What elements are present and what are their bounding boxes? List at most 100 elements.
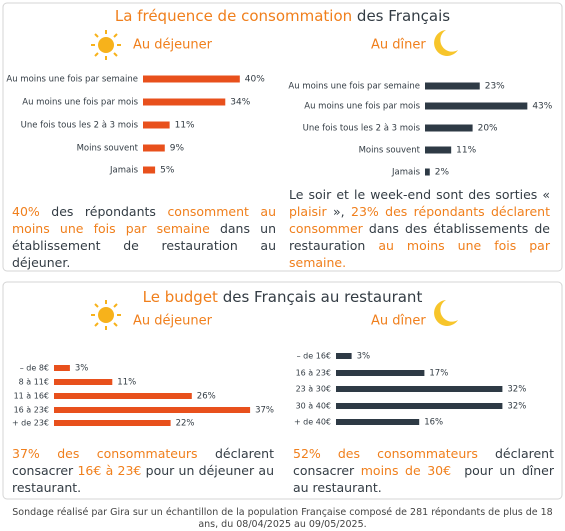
bar [425, 168, 430, 176]
category-label: Au moins une fois par mois [304, 102, 420, 112]
category-label: Une fois tous les 2 à 3 mois [303, 124, 421, 134]
bar [336, 386, 503, 392]
category-label: – de 16€ [297, 352, 331, 361]
text-run: Le soir et le week-end sont des sorties … [289, 187, 554, 202]
text-run: 52% des consommateurs [293, 446, 478, 461]
value-label: 2% [435, 168, 450, 178]
category-label: + de 40€ [294, 418, 331, 427]
text-run: au moins une fois par semaine. [289, 238, 554, 270]
chart-title: Au déjeuner [133, 38, 213, 53]
chart-title: Au déjeuner [133, 314, 213, 329]
value-label: 34% [230, 98, 250, 108]
category-label: Jamais [109, 166, 139, 176]
bar [336, 370, 425, 376]
text-run: déclarent consacrer [12, 446, 278, 478]
text-run: Le budget [142, 288, 218, 306]
value-label: 5% [160, 166, 175, 176]
bar [425, 102, 528, 110]
category-label: 30 à 40€ [296, 402, 331, 411]
value-label: 32% [507, 385, 526, 395]
value-label: 9% [170, 144, 185, 154]
text-run: des répondants [39, 204, 168, 219]
paragraph: Le soir et le week-end sont des sorties … [289, 186, 550, 271]
category-label: 16 à 23€ [296, 369, 331, 378]
category-label: Au moins une fois par semaine [288, 82, 420, 92]
category-label: 16 à 23€ [14, 406, 49, 415]
bar [425, 124, 473, 132]
text-run: 37% des consommateurs [12, 446, 198, 461]
bar [54, 420, 171, 426]
bar [143, 98, 226, 106]
value-label: 11% [175, 121, 195, 131]
section-title: La fréquence de consommation des Françai… [0, 7, 565, 25]
category-label: Jamais [391, 168, 421, 178]
paragraph: 37% des consommateurs déclarent consacre… [12, 445, 274, 496]
bar [143, 144, 165, 152]
bar [425, 146, 452, 154]
bar [54, 407, 251, 413]
text-run: pour un dîner au restaurant. [293, 463, 558, 495]
value-label: 26% [197, 392, 216, 402]
value-label: 40% [245, 75, 265, 85]
text-run: 23% des répondants déclarent consommer [289, 204, 554, 236]
bar [54, 379, 113, 385]
text-run: dans des établissements de restauration [289, 221, 554, 253]
bar [336, 419, 420, 425]
bar [143, 121, 170, 129]
panel [2, 2, 563, 272]
value-label: 37% [255, 406, 274, 416]
moon-icon [434, 300, 458, 326]
category-label: 8 à 11€ [19, 378, 49, 387]
value-label: 3% [75, 364, 89, 374]
text-run: plaisir [289, 204, 327, 219]
value-label: 11% [456, 146, 476, 156]
sun-icon [91, 30, 121, 60]
text-run: moins de 30€ [360, 463, 452, 478]
value-label: 23% [485, 82, 505, 92]
category-label: + de 23€ [12, 419, 49, 428]
sun-icon [91, 300, 121, 330]
bar [143, 166, 156, 174]
value-label: 3% [357, 352, 371, 362]
text-run: 16€ à 23€ [77, 463, 142, 478]
bar [425, 82, 480, 90]
moon-icon [434, 30, 458, 56]
category-label: Une fois tous les 2 à 3 mois [21, 121, 139, 131]
section-title: Le budget des Français au restaurant [0, 288, 565, 306]
text-run: déclarent consacrer [293, 446, 558, 478]
category-label: 11 à 16€ [14, 392, 49, 401]
value-label: 32% [507, 402, 526, 412]
value-label: 16% [424, 418, 443, 428]
value-label: 20% [478, 124, 498, 134]
bar [336, 353, 352, 359]
value-label: 22% [176, 419, 195, 429]
footnote: Sondage réalisé par Gira sur un échantil… [12, 507, 553, 530]
paragraph: 40% des répondants consomment au moins u… [12, 203, 276, 271]
text-run: pour un déjeuner au restaurant. [12, 463, 278, 495]
category-label: 23 à 30€ [296, 385, 331, 394]
text-run: des Français [352, 7, 451, 25]
panel [2, 281, 563, 500]
value-label: 43% [532, 102, 552, 112]
text-run: dans un établissement de restauration au… [12, 221, 280, 270]
chart-title: Au dîner [371, 314, 426, 329]
category-label: Moins souvent [77, 144, 139, 154]
text-run: consomment au moins une fois par semaine [12, 204, 280, 236]
bar [54, 393, 192, 399]
chart-title: Au dîner [371, 38, 426, 53]
bar [54, 365, 70, 371]
text-run: », [326, 204, 352, 219]
text-run: des Français au restaurant [217, 288, 423, 306]
category-label: Moins souvent [359, 146, 421, 156]
category-label: – de 8€ [20, 364, 49, 373]
category-label: Au moins une fois par semaine [6, 75, 138, 85]
value-label: 11% [117, 378, 136, 388]
category-label: Au moins une fois par mois [22, 98, 138, 108]
bar [336, 403, 503, 409]
value-label: 17% [429, 369, 448, 379]
paragraph: 52% des consommateurs déclarent consacre… [293, 445, 554, 496]
text-run: La fréquence de consommation [114, 7, 353, 25]
bar [143, 75, 240, 83]
